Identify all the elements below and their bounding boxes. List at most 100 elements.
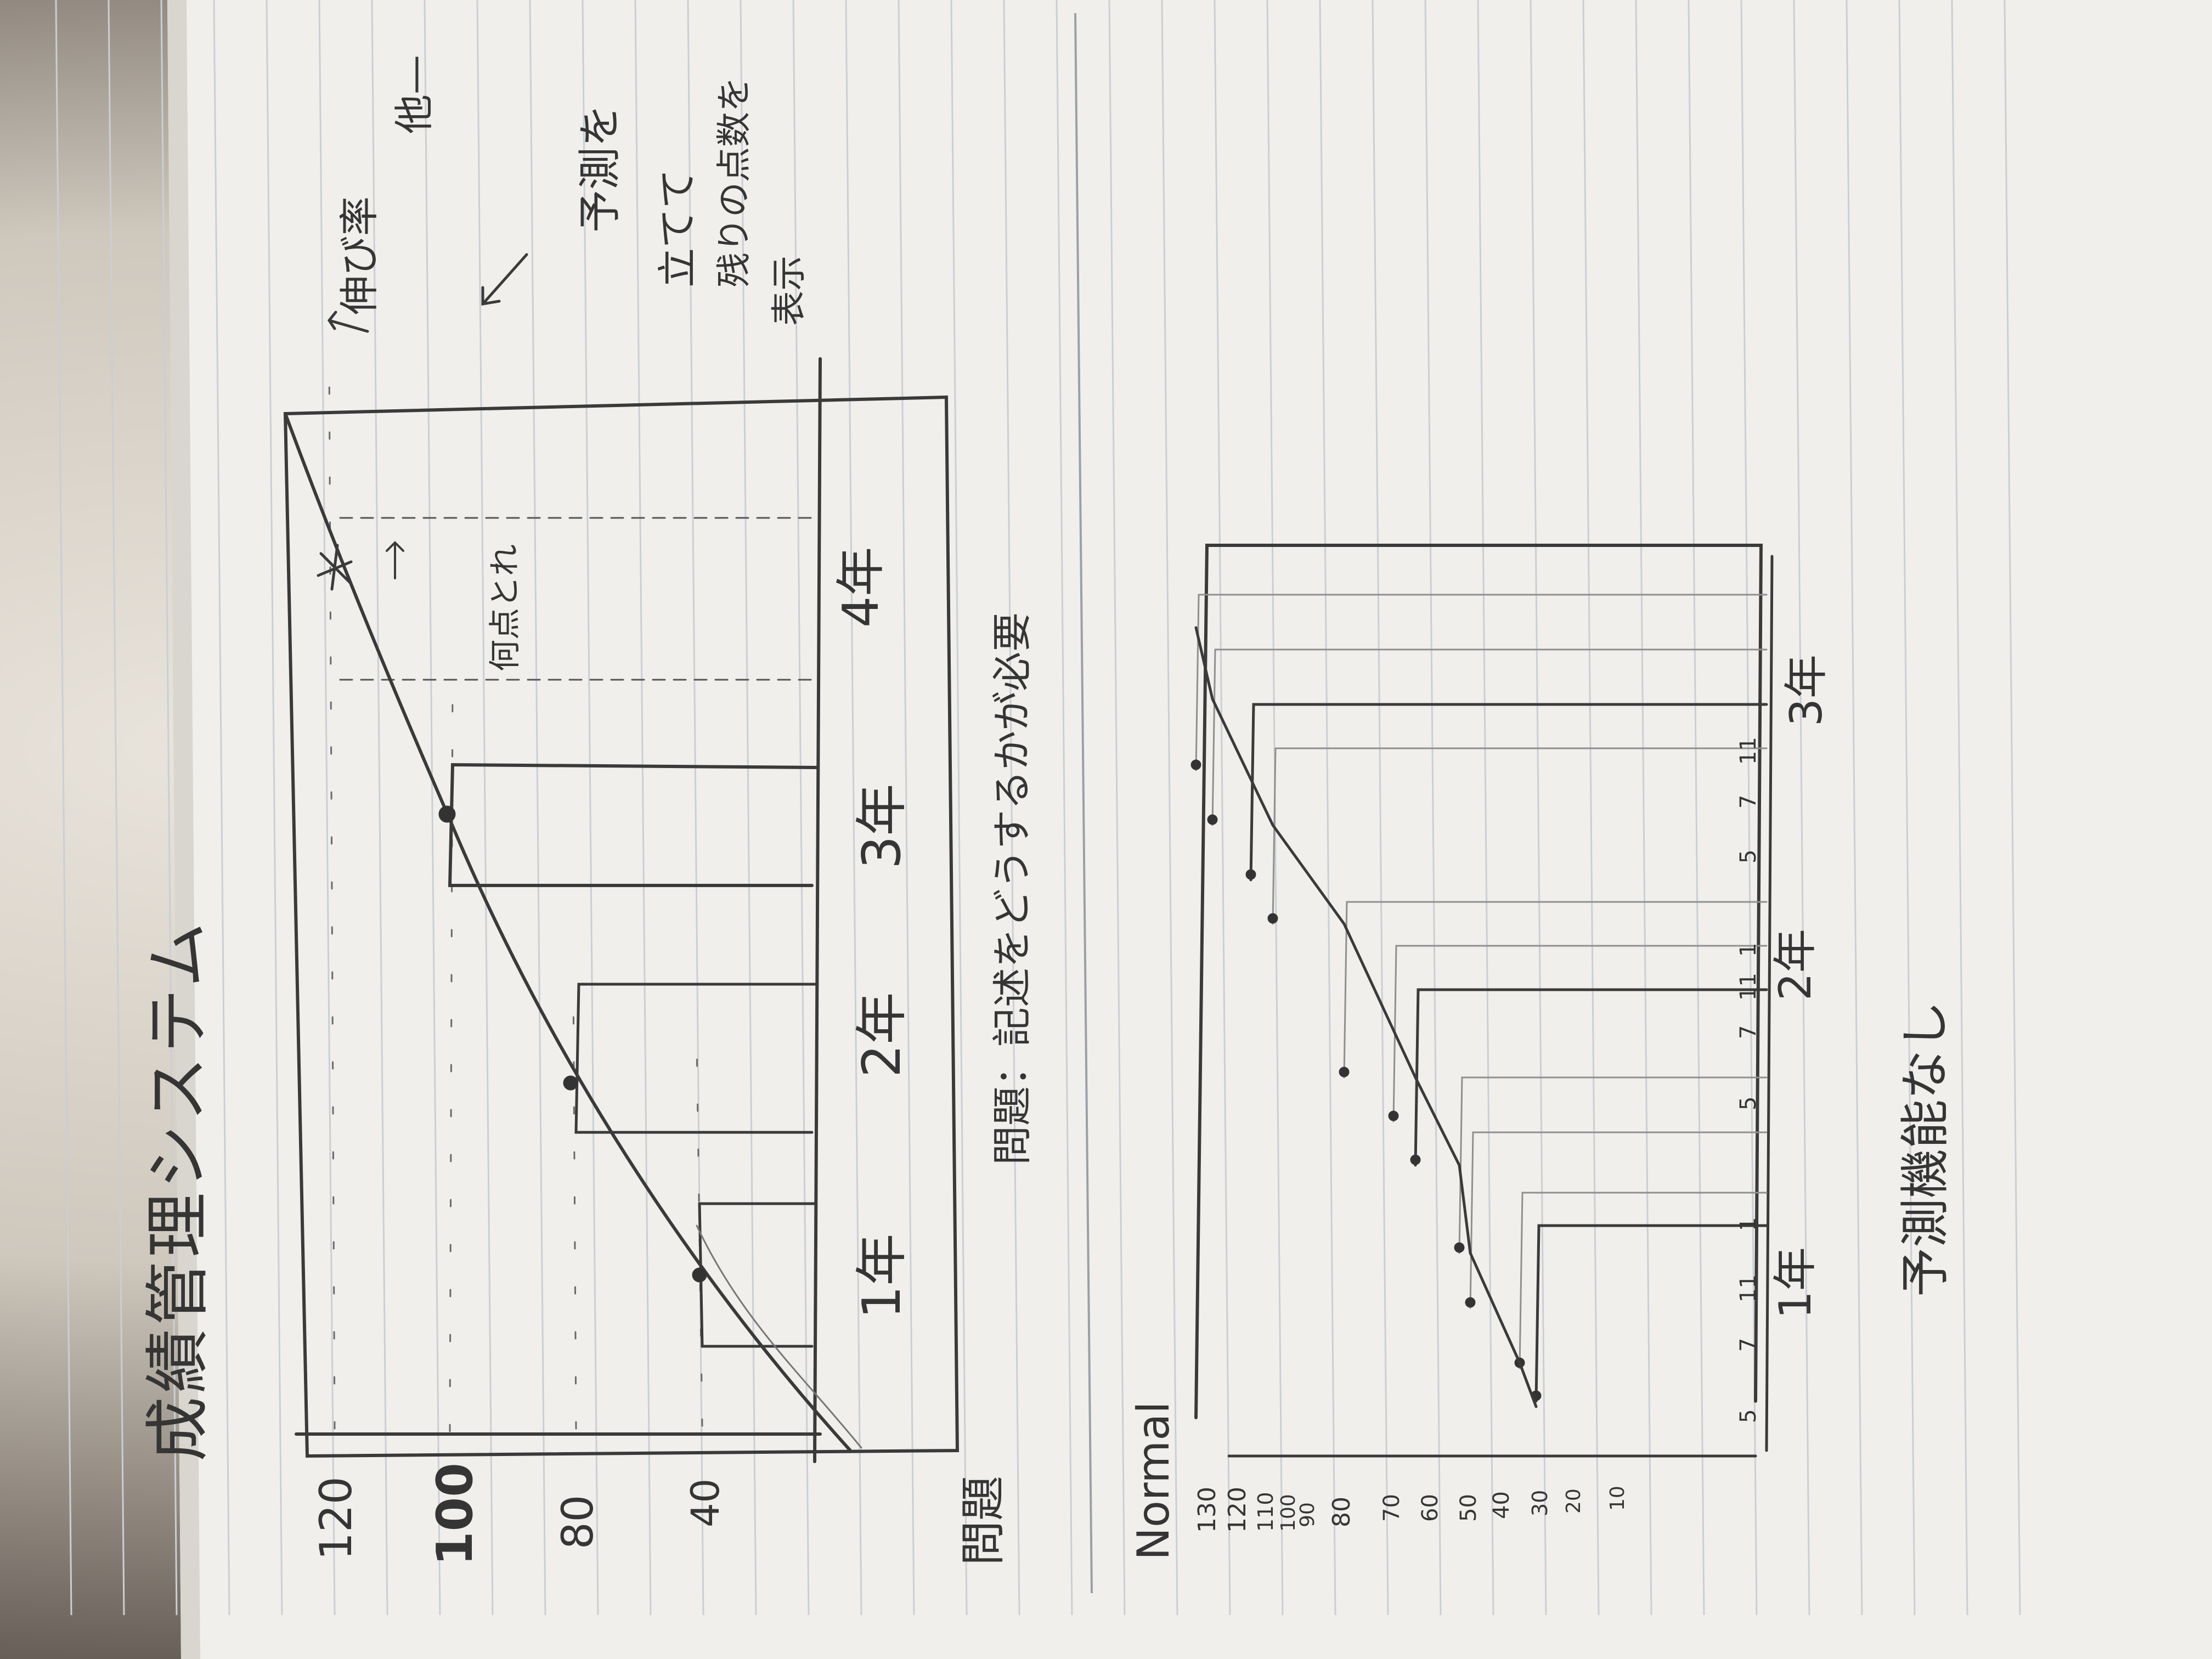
ruled-line — [1530, 0, 1547, 1616]
bottom-chart-ytick-60: 60 — [1418, 1494, 1443, 1522]
bottom-chart-bar — [1392, 945, 1768, 1122]
bottom-chart-bar — [1249, 703, 1768, 882]
side-note-2: 立てて — [654, 169, 701, 287]
ruled-line — [634, 0, 652, 1616]
bottom-chart-point — [1454, 1242, 1465, 1253]
ruled-line — [1214, 0, 1231, 1616]
bottom-chart-bar — [1414, 988, 1768, 1167]
bottom-chart-label: Normal — [1128, 1402, 1179, 1560]
conclusion-note: 予測機能なし — [1897, 1001, 1954, 1297]
bottom-chart-bar-label: 7 — [1736, 1338, 1761, 1352]
ruled-line — [1740, 0, 1758, 1616]
bottom-chart-ytick-130: 130 — [1193, 1487, 1221, 1533]
ruled-line — [845, 0, 862, 1616]
bottom-chart-bar — [1272, 747, 1768, 925]
bottom-chart-bar-label: 5 — [1736, 1097, 1761, 1110]
bottom-chart-point — [1339, 1066, 1350, 1077]
ruled-line — [1793, 0, 1810, 1616]
top-chart-category-3: 3年 — [852, 784, 912, 869]
top-chart-category-2: 2年 — [852, 992, 912, 1077]
top-chart-point-2 — [563, 1075, 578, 1091]
ruled-line — [1846, 0, 1863, 1616]
bottom-chart-ytick-10: 10 — [1606, 1486, 1629, 1511]
ruled-line — [108, 0, 125, 1616]
side-note-3: 残りの点数を — [714, 77, 755, 287]
arrow-left-2 — [481, 253, 528, 306]
ruled-line — [318, 0, 336, 1616]
ruled-line — [1635, 0, 1652, 1616]
bottom-chart-bar — [1195, 594, 1768, 771]
ruled-line — [1898, 0, 1916, 1616]
top-chart-ytick-80: 80 — [554, 1495, 603, 1549]
top-chart-gridline-40 — [696, 1043, 703, 1427]
bottom-chart-bars — [1190, 594, 1768, 1403]
bottom-chart-ytick-30: 30 — [1528, 1490, 1552, 1516]
bottom-chart-bar-label: 11 — [1736, 1274, 1761, 1302]
top-chart-category-1: 1年 — [852, 1234, 912, 1319]
bottom-chart-ytick-90: 90 — [1296, 1502, 1319, 1527]
bottom-chart-ytick-40: 40 — [1489, 1491, 1514, 1519]
side-note-1: 予測を — [575, 104, 625, 233]
ruled-line — [529, 0, 546, 1616]
ruled-line — [1688, 0, 1705, 1616]
bottom-chart-ytick-80: 80 — [1328, 1497, 1356, 1527]
bottom-chart-ytick-70: 70 — [1379, 1494, 1404, 1522]
top-chart-point-3 — [438, 805, 456, 823]
ruled-line — [371, 0, 388, 1616]
ruled-line — [1424, 0, 1442, 1616]
bottom-chart-point — [1465, 1297, 1476, 1308]
ruled-line — [213, 0, 230, 1616]
problem-label: 問題 — [957, 1476, 1009, 1566]
bottom-chart-ytick-120: 120 — [1223, 1487, 1251, 1533]
bottom-chart-point — [1267, 913, 1278, 924]
top-chart — [283, 253, 960, 1463]
arrow-left-1 — [327, 311, 369, 333]
bottom-chart-category-1: 1年 — [1770, 1247, 1821, 1319]
ruled-line — [1056, 0, 1073, 1616]
arrow-note: 伸び率 — [336, 196, 382, 315]
bottom-chart-point — [1245, 869, 1256, 880]
bottom-chart-ytick-110: 110 — [1254, 1492, 1278, 1532]
bottom-chart-bar — [1519, 1192, 1768, 1369]
bottom-chart-point — [1388, 1110, 1399, 1121]
ruled-line — [1372, 0, 1389, 1616]
ruled-line — [266, 0, 283, 1616]
bottom-chart-bar-label: 11 — [1736, 737, 1761, 765]
bottom-chart-bar-label: 1 — [1736, 1217, 1761, 1231]
bottom-chart-bar-label: 7 — [1736, 1025, 1761, 1039]
ruled-line — [1477, 0, 1494, 1616]
bottom-chart-bar-label: 1 — [1736, 943, 1761, 957]
ruled-line — [2004, 0, 2021, 1616]
bottom-chart-frame — [1194, 544, 1763, 1419]
bottom-chart-ytick-50: 50 — [1456, 1494, 1481, 1522]
bottom-chart-bar-label: 11 — [1736, 973, 1761, 1001]
bottom-chart-point — [1207, 814, 1218, 825]
bottom-chart-point — [1190, 759, 1201, 770]
binding-shadow — [167, 0, 200, 1659]
top-chart-ytick-40: 40 — [683, 1479, 728, 1527]
ruled-line — [1319, 0, 1336, 1616]
ruled-line — [1161, 0, 1178, 1616]
side-note-4: 表示 — [769, 256, 810, 326]
bottom-chart-ytick-20: 20 — [1562, 1488, 1585, 1514]
arrow-note-end: 他— — [391, 55, 437, 134]
top-chart-trend-line-secondary — [696, 1224, 862, 1449]
ruled-line — [1582, 0, 1600, 1616]
problem-note: 問題：記述をどうするかが必要 — [989, 612, 1035, 1165]
ruled-line — [1951, 0, 1968, 1616]
ruled-line — [424, 0, 441, 1616]
bottom-chart-ytick-100: 100 — [1277, 1494, 1300, 1532]
bottom-chart-bar — [1343, 901, 1768, 1079]
bottom-chart-bar — [1534, 1224, 1768, 1403]
top-chart-trend-line — [284, 412, 852, 1452]
page-content: 成績管理システム — [55, 0, 2021, 1616]
bottom-chart-trend-line — [1194, 626, 1538, 1408]
bottom-chart-bar-label: 7 — [1736, 795, 1761, 809]
ruled-line — [160, 0, 178, 1616]
bottom-chart-bar-label: 5 — [1736, 850, 1761, 864]
ruled-line — [950, 0, 968, 1616]
bottom-chart-point — [1410, 1154, 1421, 1165]
ruled-line — [1108, 0, 1126, 1616]
bottom-chart-yticks: 130 120 110 100 90 80 70 60 50 40 30 20 … — [1193, 1486, 1629, 1533]
ruled-line — [1003, 0, 1020, 1616]
